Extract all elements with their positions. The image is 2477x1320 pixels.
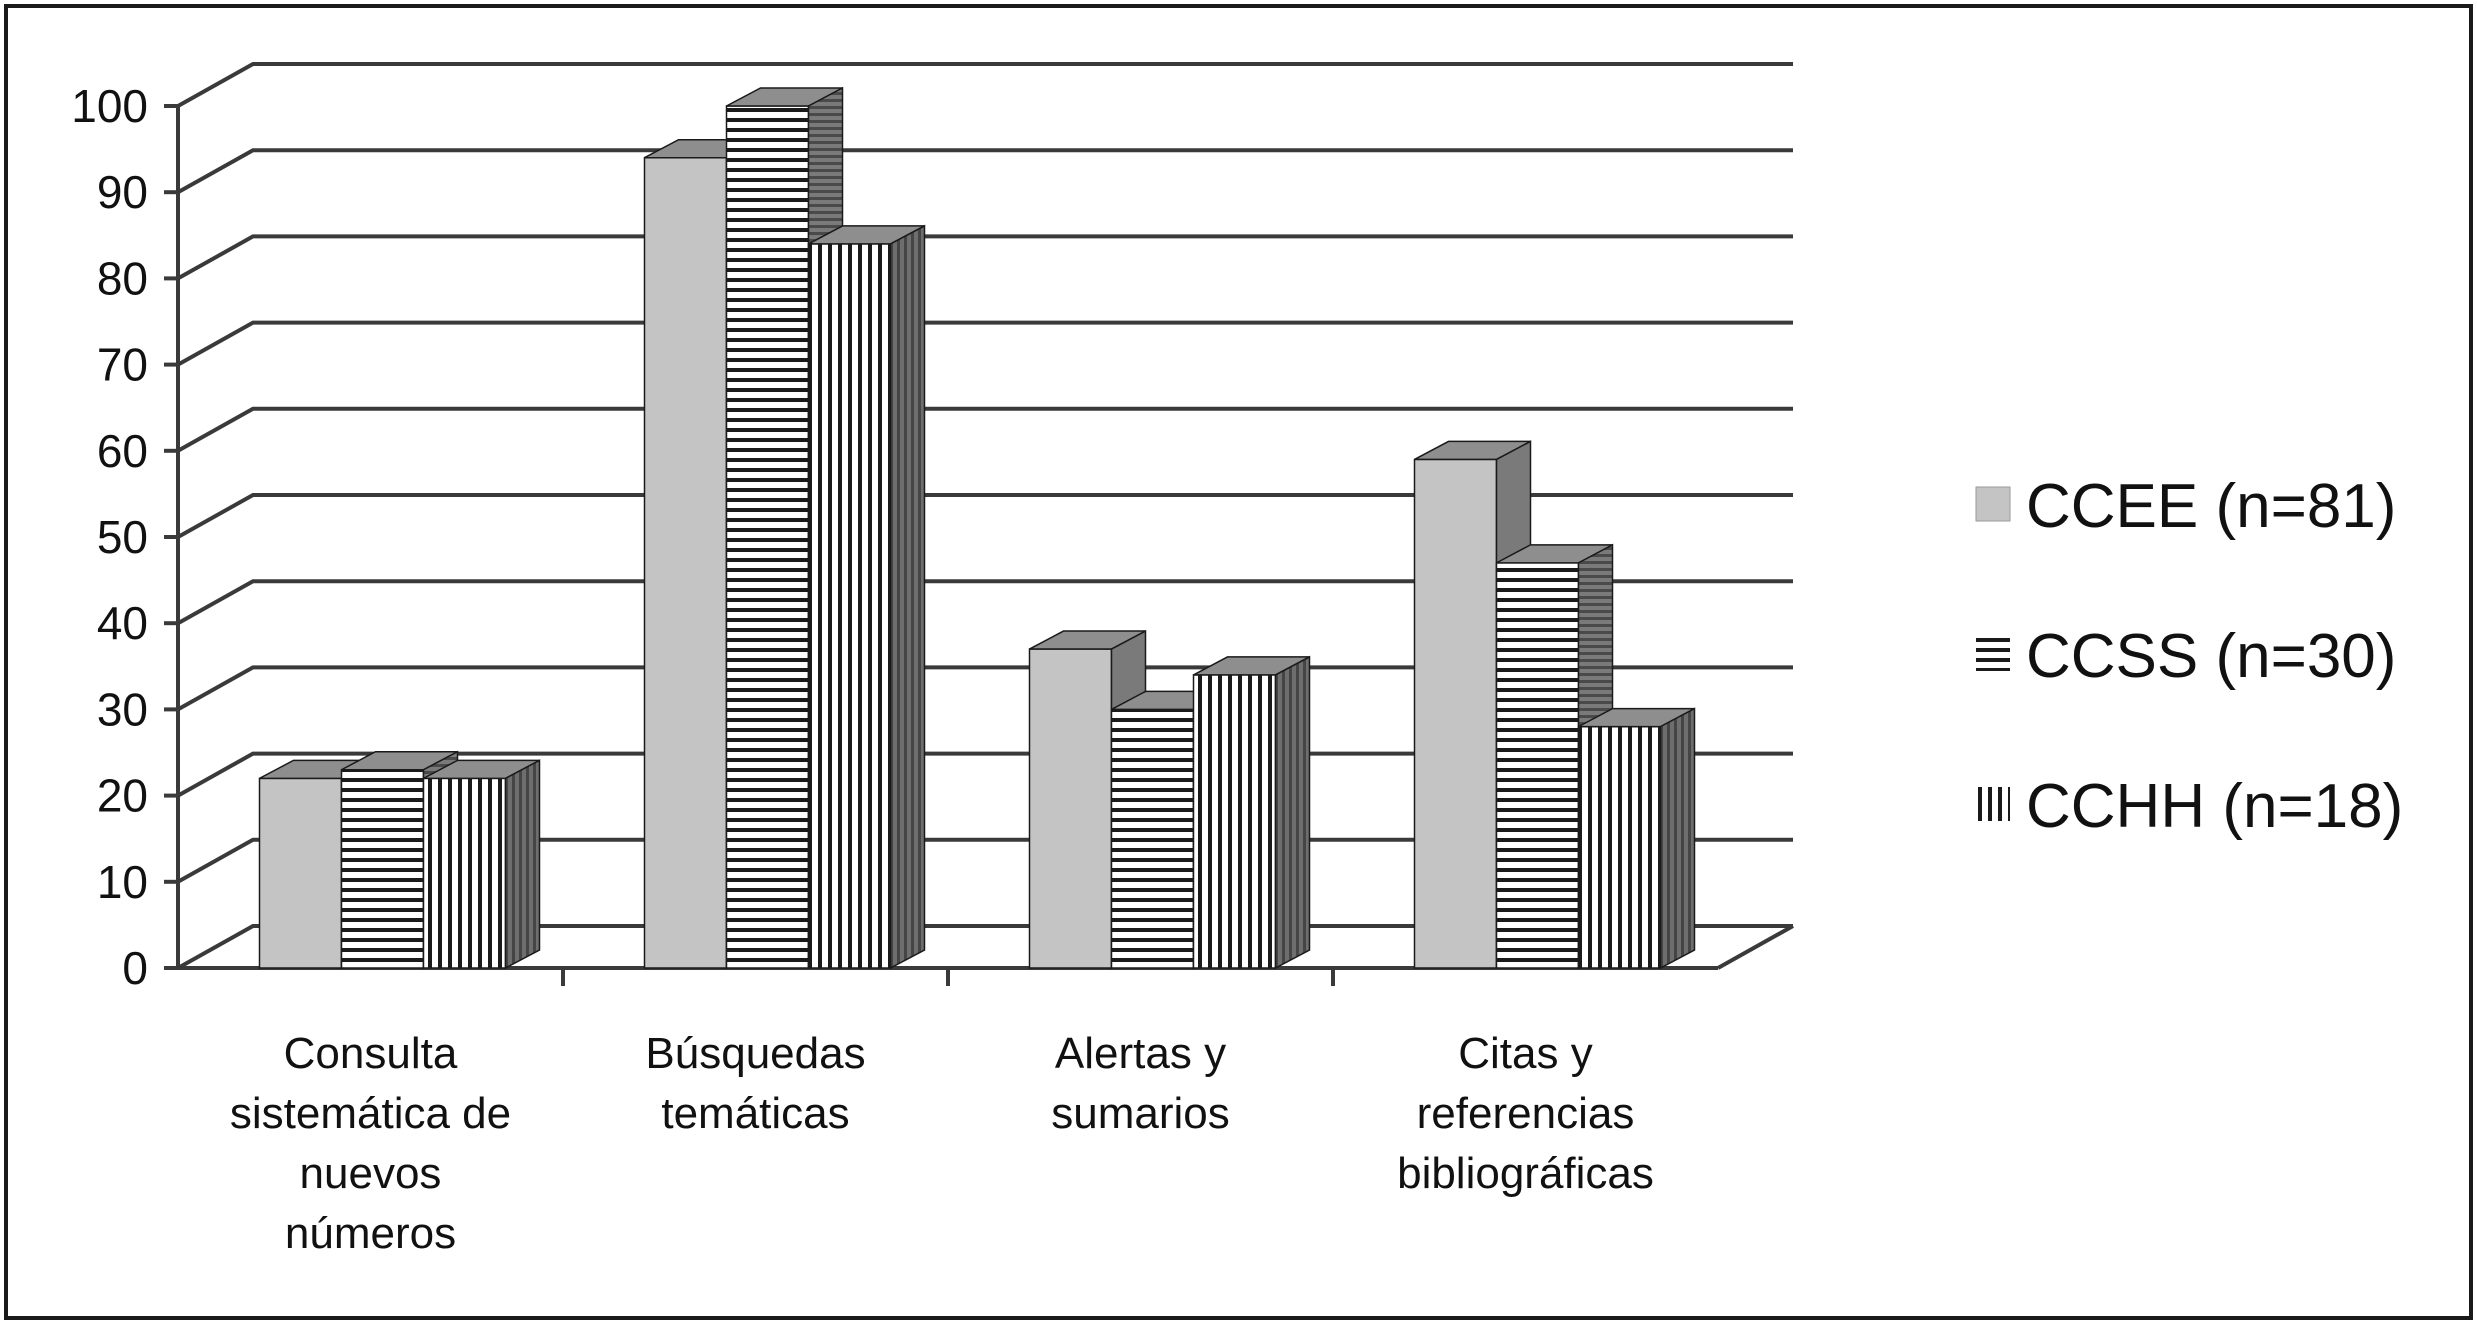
clustered-bar-chart: 0 10 20 30 40 50 60 70 80 90 100 Consulta sistemáti… (71, 62, 2403, 1258)
y-tick-label: 40 (97, 597, 148, 649)
gridline-90 (177, 148, 1793, 194)
gridline-100 (177, 62, 1793, 108)
floor-edge (1717, 924, 1794, 970)
bars (258, 86, 1696, 970)
y-tick-label: 20 (97, 770, 148, 822)
x-category-label: Citas y (1458, 1029, 1592, 1078)
x-category-label: referencias (1417, 1089, 1635, 1138)
y-tick-label: 0 (122, 942, 148, 994)
y-tick-label: 90 (97, 166, 148, 218)
gridline-40 (177, 579, 1793, 625)
bar-2-3 (807, 224, 926, 970)
x-category-label: nuevos (300, 1149, 442, 1198)
legend-label: CCSS (n=30) (2026, 622, 2396, 691)
y-tick-label: 30 (97, 683, 148, 735)
chart-frame: 0 10 20 30 40 50 60 70 80 90 100 Consulta sistemáti… (4, 4, 2473, 1320)
bar-3-3 (1192, 655, 1311, 970)
bar-4-3 (1577, 707, 1696, 970)
y-tick-label: 50 (97, 511, 148, 563)
gridline-60 (177, 406, 1793, 453)
gridline-80 (177, 234, 1793, 281)
x-category-label: sumarios (1051, 1089, 1230, 1138)
legend-label: CCHH (n=18) (2026, 772, 2403, 841)
legend-swatch (1976, 787, 2010, 821)
legend-swatch (1976, 637, 2010, 671)
y-tick-label: 10 (97, 856, 148, 908)
legend-swatch (1975, 486, 2011, 522)
x-category-label: temáticas (661, 1089, 849, 1138)
x-category-label: sistemática de (230, 1089, 511, 1138)
y-tick-label: 60 (97, 425, 148, 477)
gridlines (177, 62, 1794, 970)
y-tick-label: 100 (71, 80, 148, 132)
x-category-label: Búsquedas (645, 1029, 865, 1078)
gridline-50 (177, 493, 1793, 539)
x-axis-labels: Consulta sistemática de nuevos números Búsqu… (230, 1029, 1654, 1258)
bar-1-3 (422, 759, 541, 970)
x-category-label: números (285, 1209, 456, 1258)
gridline-70 (177, 320, 1793, 367)
y-tick-label: 70 (97, 339, 148, 391)
legend-label: CCEE (n=81) (2026, 472, 2396, 541)
y-tick-label: 80 (97, 252, 148, 304)
x-category-label: Alertas y (1055, 1029, 1226, 1078)
x-category-label: bibliográficas (1397, 1149, 1654, 1198)
legend: CCEE (n=81) CCSS (n=30) CCHH (n=18) (1975, 472, 2403, 841)
x-category-label: Consulta (284, 1029, 458, 1078)
